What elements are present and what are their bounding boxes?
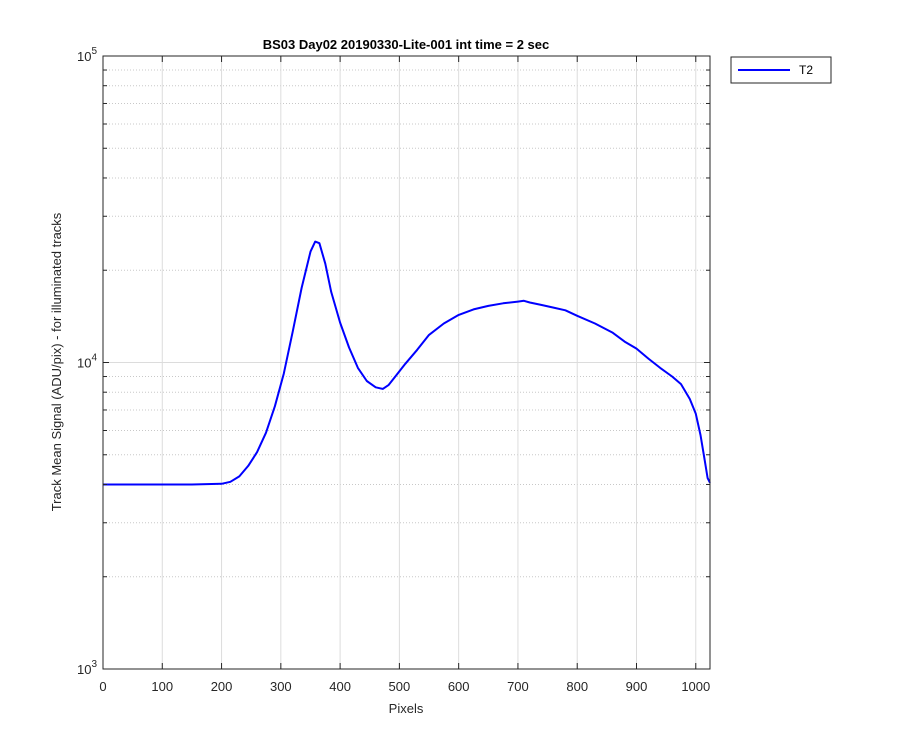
x-tick-label: 300: [270, 679, 292, 694]
x-tick-label: 400: [329, 679, 351, 694]
series-layer: [103, 240, 711, 486]
y-tick-label: 104: [77, 353, 97, 371]
chart-title: BS03 Day02 20190330-Lite-001 int time = …: [263, 37, 550, 52]
legend-label: T2: [799, 63, 813, 77]
x-tick-label: 600: [448, 679, 470, 694]
x-axis-label: Pixels: [389, 701, 424, 716]
x-tick-label: 1000: [681, 679, 710, 694]
ticks: [102, 55, 710, 670]
x-tick-label: 100: [151, 679, 173, 694]
x-tick-label: 800: [566, 679, 588, 694]
y-tick-labels: 103 104 105: [77, 46, 97, 677]
x-tick-labels: 0 100 200 300 400 500 600 700 800 900 1000: [99, 679, 710, 694]
x-tick-label: 700: [507, 679, 529, 694]
x-tick-label: 200: [211, 679, 233, 694]
x-tick-label: 900: [626, 679, 648, 694]
x-tick-label: 500: [389, 679, 411, 694]
x-tick-label: 0: [99, 679, 106, 694]
series-line-t2: [103, 240, 711, 486]
y-tick-label: 105: [77, 46, 97, 64]
y-tick-label: 103: [77, 659, 97, 677]
legend: T2: [730, 56, 832, 84]
y-axis-label: Track Mean Signal (ADU/pix) - for illumi…: [49, 212, 64, 511]
